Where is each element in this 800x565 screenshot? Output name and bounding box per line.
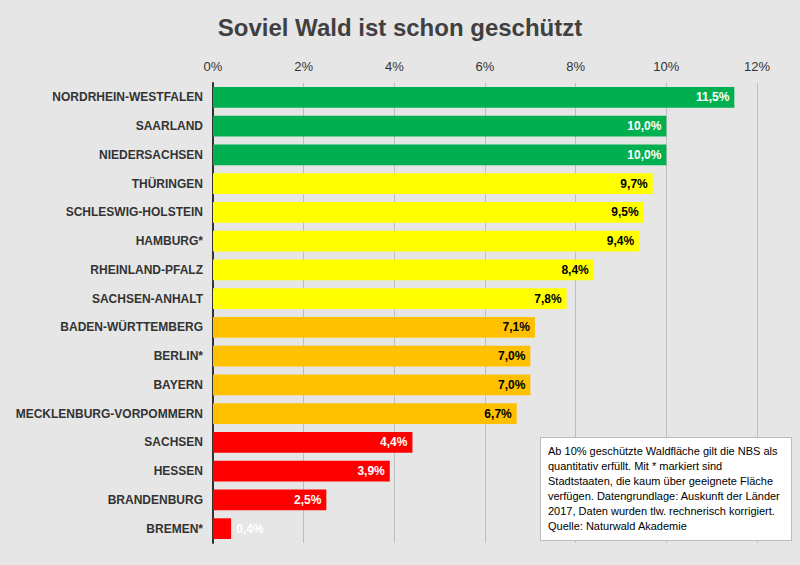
svg-text:11,5%: 11,5% xyxy=(696,90,730,104)
svg-text:8%: 8% xyxy=(566,59,585,74)
svg-text:7,0%: 7,0% xyxy=(498,349,526,363)
svg-text:BERLIN*: BERLIN* xyxy=(154,349,204,363)
svg-text:7,8%: 7,8% xyxy=(534,292,562,306)
svg-text:2,5%: 2,5% xyxy=(294,493,322,507)
svg-text:SAARLAND: SAARLAND xyxy=(136,119,204,133)
svg-text:10,0%: 10,0% xyxy=(627,148,661,162)
svg-text:HAMBURG*: HAMBURG* xyxy=(136,234,204,248)
svg-text:MECKLENBURG-VORPOMMERN: MECKLENBURG-VORPOMMERN xyxy=(16,407,203,421)
svg-text:Soviel Wald ist schon geschütz: Soviel Wald ist schon geschützt xyxy=(218,14,583,41)
svg-text:BRANDENBURG: BRANDENBURG xyxy=(108,493,203,507)
svg-text:12%: 12% xyxy=(744,59,770,74)
svg-text:BREMEN*: BREMEN* xyxy=(146,522,203,536)
svg-text:6,7%: 6,7% xyxy=(484,407,512,421)
svg-text:THÜRINGEN: THÜRINGEN xyxy=(132,176,203,191)
svg-text:RHEINLAND-PFALZ: RHEINLAND-PFALZ xyxy=(90,263,203,277)
svg-text:6%: 6% xyxy=(476,59,495,74)
svg-text:BADEN-WÜRTTEMBERG: BADEN-WÜRTTEMBERG xyxy=(60,319,203,334)
svg-text:9,4%: 9,4% xyxy=(607,234,635,248)
svg-text:0%: 0% xyxy=(204,59,223,74)
svg-text:10%: 10% xyxy=(653,59,679,74)
svg-text:NIEDERSACHSEN: NIEDERSACHSEN xyxy=(99,148,203,162)
html-text:Ab 10% geschützte Waldfläche g: Ab 10% geschützte Waldfläche gilt die NB… xyxy=(548,445,780,532)
svg-text:9,5%: 9,5% xyxy=(611,205,639,219)
svg-text:7,0%: 7,0% xyxy=(498,378,526,392)
svg-text:8,4%: 8,4% xyxy=(561,263,589,277)
svg-text:9,7%: 9,7% xyxy=(620,177,648,191)
svg-text:0,4%: 0,4% xyxy=(236,522,264,536)
svg-text:BAYERN: BAYERN xyxy=(153,378,203,392)
svg-text:SCHLESWIG-HOLSTEIN: SCHLESWIG-HOLSTEIN xyxy=(66,205,203,219)
svg-text:HESSEN: HESSEN xyxy=(154,464,203,478)
svg-text:2%: 2% xyxy=(294,59,313,74)
svg-text:NORDRHEIN-WESTFALEN: NORDRHEIN-WESTFALEN xyxy=(52,90,203,104)
svg-text:7,1%: 7,1% xyxy=(503,320,531,334)
svg-text:SACHSEN: SACHSEN xyxy=(144,435,203,449)
svg-text:4%: 4% xyxy=(385,59,404,74)
svg-text:3,9%: 3,9% xyxy=(357,464,385,478)
svg-text:4,4%: 4,4% xyxy=(380,435,408,449)
svg-text:10,0%: 10,0% xyxy=(627,119,661,133)
svg-text:SACHSEN-ANHALT: SACHSEN-ANHALT xyxy=(92,292,204,306)
